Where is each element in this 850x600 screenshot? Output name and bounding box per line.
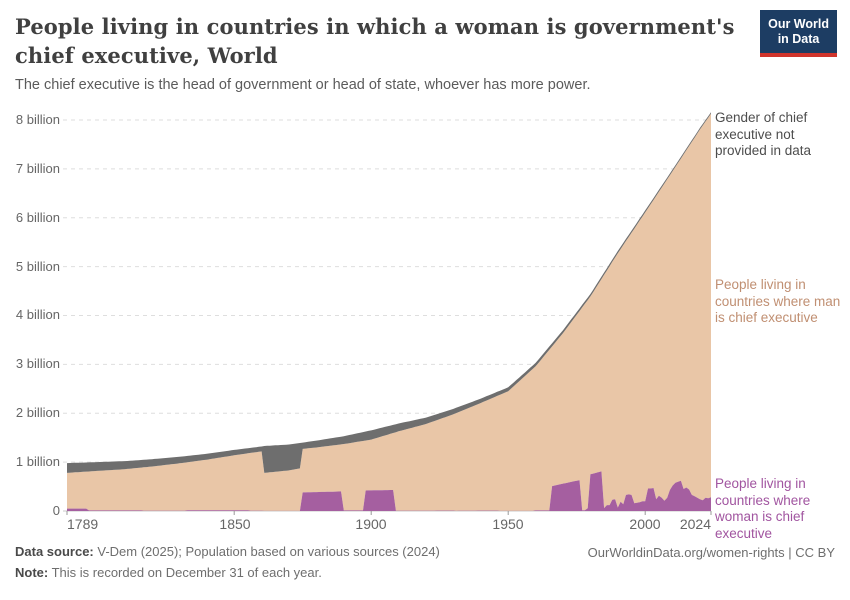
legend-woman-chief-executive[interactable]: People living in countries where woman i…	[715, 476, 811, 541]
footer-data-source: Data source: V-Dem (2025); Population ba…	[15, 544, 440, 559]
y-axis-label-1b: 1 billion	[15, 454, 60, 469]
footer-data-source-label: Data source:	[15, 544, 94, 559]
x-axis-label-1850: 1850	[219, 516, 251, 532]
owid-logo[interactable]: Our World in Data	[760, 10, 837, 57]
y-axis-label-7b: 7 billion	[15, 161, 60, 176]
footer-link[interactable]: OurWorldinData.org/women-rights | CC BY	[587, 545, 835, 560]
y-axis-label-0: 0	[52, 503, 60, 518]
y-axis-label-2b: 2 billion	[15, 405, 60, 420]
legend-man-chief-executive[interactable]: People living in countries where man is …	[715, 277, 841, 325]
area-man-chief-executive[interactable]	[67, 113, 711, 511]
y-axis-label-8b: 8 billion	[15, 112, 60, 127]
x-axis-label-1900: 1900	[355, 516, 387, 532]
y-axis-label-6b: 6 billion	[15, 210, 60, 225]
y-axis-label-5b: 5 billion	[15, 259, 60, 274]
footer-note-text: This is recorded on December 31 of each …	[48, 565, 322, 580]
owid-logo-line2: in Data	[777, 32, 820, 46]
x-axis-label-2024: 2024	[679, 516, 711, 532]
x-axis-label-1789: 1789	[67, 516, 99, 532]
y-axis-label-4b: 4 billion	[15, 307, 60, 322]
x-axis-label-2000: 2000	[629, 516, 661, 532]
legend-gender-not-provided[interactable]: Gender of chief executive not provided i…	[715, 110, 812, 158]
page-subtitle: The chief executive is the head of gover…	[15, 77, 591, 93]
page-title: People living in countries in which a wo…	[15, 14, 735, 68]
owid-logo-line1: Our World	[768, 17, 829, 31]
footer-note: Note: This is recorded on December 31 of…	[15, 565, 322, 580]
x-axis-ticks	[66, 511, 712, 515]
y-axis-label-3b: 3 billion	[15, 356, 60, 371]
footer-note-label: Note:	[15, 565, 49, 580]
area-woman-chief-executive[interactable]	[67, 471, 711, 511]
x-axis-label-1950: 1950	[492, 516, 524, 532]
footer-data-source-text: V-Dem (2025); Population based on variou…	[93, 544, 440, 559]
